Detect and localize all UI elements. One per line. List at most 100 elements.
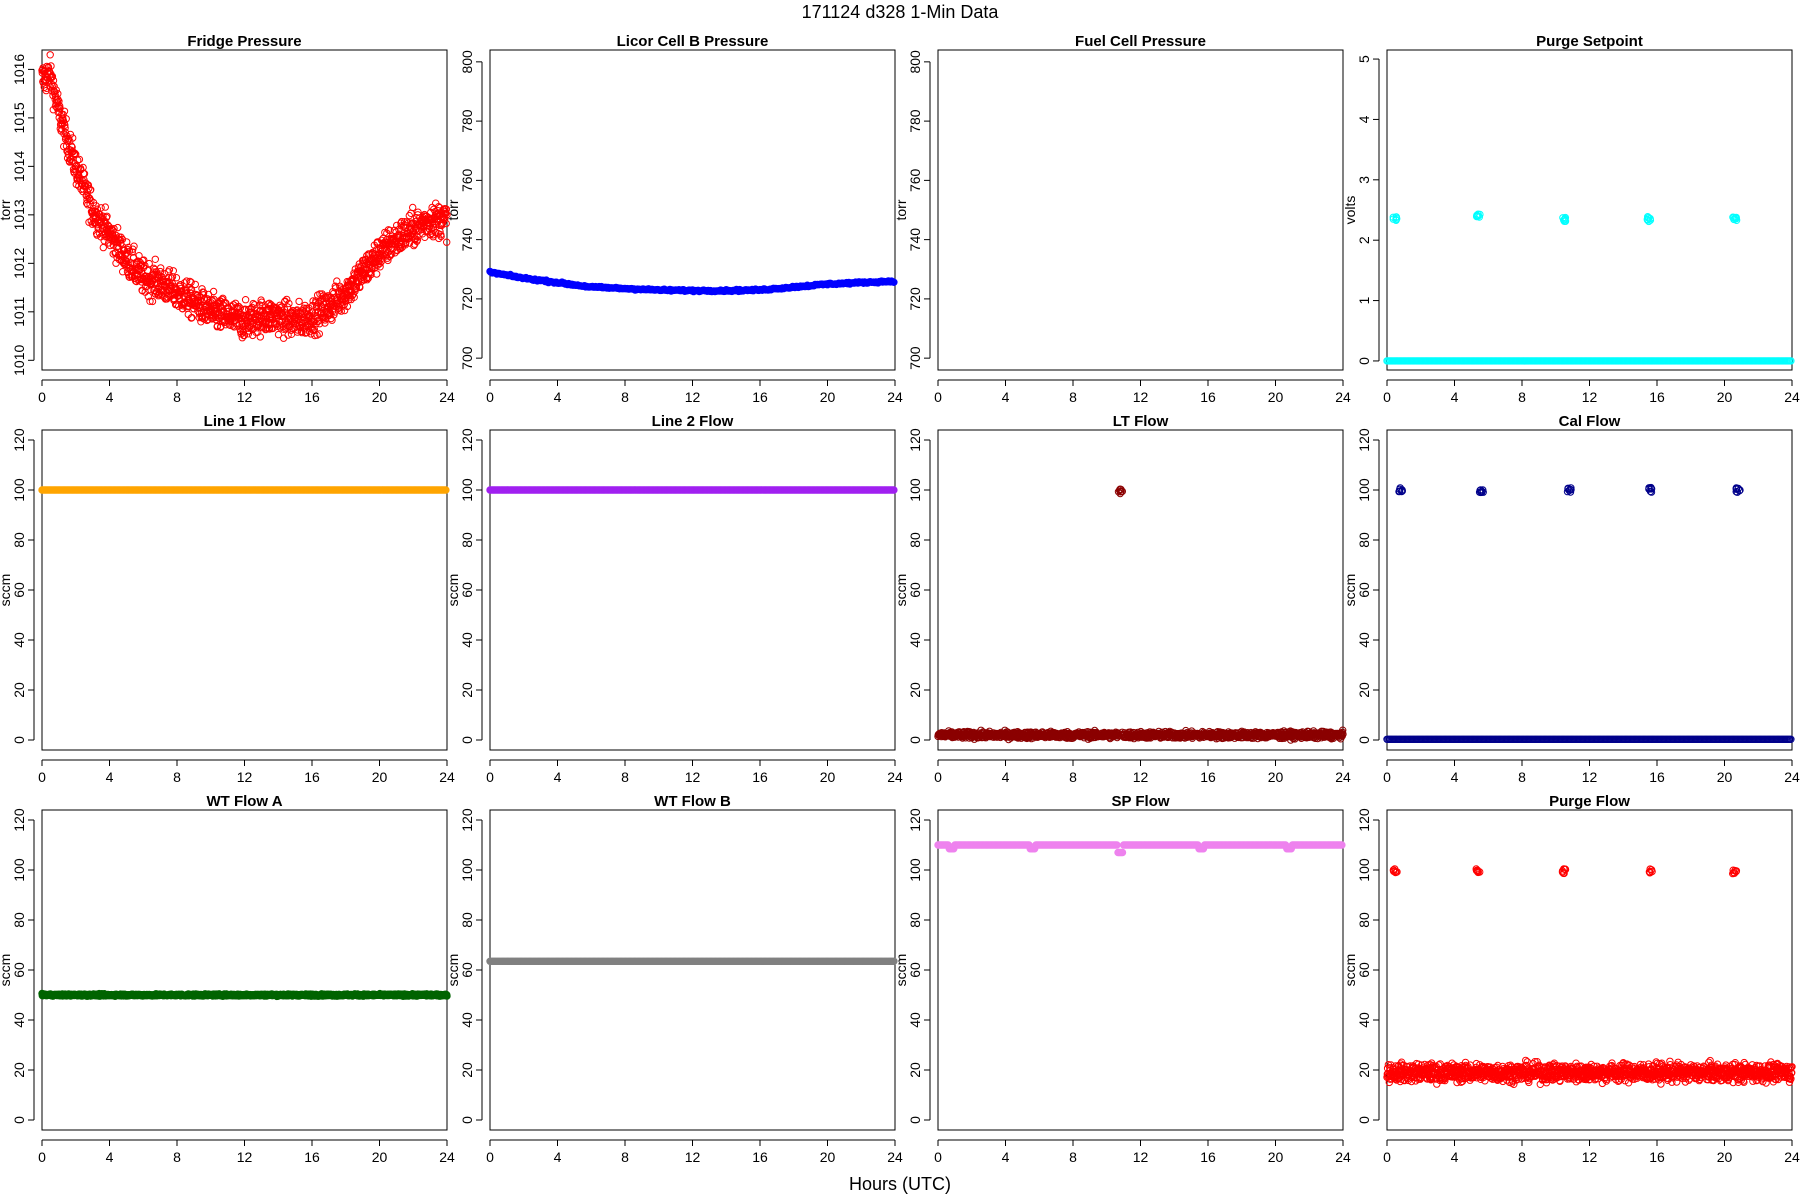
- x-tick-label: 20: [1268, 389, 1284, 405]
- data-point: [99, 243, 108, 252]
- data-point: [55, 108, 64, 116]
- y-tick-label: 80: [11, 532, 27, 548]
- data-point: [404, 219, 412, 227]
- data-point: [71, 149, 79, 158]
- x-tick-label: 4: [106, 769, 114, 785]
- y-tick-label: 800: [907, 50, 923, 74]
- data-point: [148, 297, 157, 306]
- y-tick-label: 1: [1356, 296, 1372, 304]
- figure-title: 171124 d328 1-Min Data: [802, 2, 1000, 22]
- data-point: [295, 297, 303, 306]
- data-point: [60, 107, 69, 116]
- x-tick-label: 20: [372, 769, 388, 785]
- panel-title: Line 1 Flow: [204, 413, 286, 430]
- x-tick-label: 24: [887, 769, 903, 785]
- x-tick-label: 4: [1451, 389, 1459, 405]
- y-tick-label: 120: [11, 428, 27, 452]
- y-tick-label: 40: [907, 632, 923, 648]
- x-tick-label: 24: [439, 389, 455, 405]
- panel-title: Purge Setpoint: [1536, 33, 1643, 50]
- x-tick-label: 12: [685, 389, 701, 405]
- x-tick-label: 0: [38, 769, 46, 785]
- plot-frame: [1386, 49, 1793, 371]
- x-tick-label: 0: [1383, 769, 1391, 785]
- data-point: [151, 255, 160, 263]
- data-point: [146, 297, 154, 305]
- data-point: [87, 186, 95, 194]
- data-point: [80, 170, 89, 178]
- data-point: [241, 296, 250, 304]
- y-tick-label: 760: [459, 168, 475, 192]
- plot-frame: [937, 49, 1344, 371]
- y-tick-label: 40: [1356, 632, 1372, 648]
- x-tick-label: 0: [486, 769, 494, 785]
- y-tick-label: 1013: [11, 199, 27, 230]
- data-point: [64, 147, 72, 155]
- y-tick-label: 120: [459, 428, 475, 452]
- x-tick-label: 20: [1717, 389, 1733, 405]
- x-tick-label: 4: [106, 389, 114, 405]
- plot-frame: [1386, 429, 1793, 751]
- y-tick-label: 780: [907, 109, 923, 133]
- x-tick-label: 8: [621, 389, 629, 405]
- x-tick-label: 8: [1518, 389, 1526, 405]
- data-point: [258, 298, 266, 306]
- data-points: [38, 486, 450, 494]
- data-point: [405, 211, 413, 220]
- y-tick-label: 60: [1356, 582, 1372, 598]
- x-tick-label: 8: [173, 389, 181, 405]
- x-tick-label: 16: [1200, 769, 1216, 785]
- data-point: [198, 314, 207, 322]
- y-tick-label: 5: [1356, 55, 1372, 63]
- plot-frame: [937, 429, 1344, 751]
- y-tick-label: 0: [1356, 357, 1372, 365]
- data-point: [182, 277, 191, 285]
- data-point: [326, 309, 334, 317]
- x-tick-label: 16: [1200, 389, 1216, 405]
- y-tick-label: 780: [459, 109, 475, 133]
- data-points: [486, 267, 898, 296]
- data-point: [337, 307, 345, 315]
- y-tick-label: 20: [11, 682, 27, 698]
- x-tick-label: 0: [486, 389, 494, 405]
- x-tick-label: 16: [752, 769, 768, 785]
- x-tick-label: 16: [1649, 389, 1665, 405]
- data-point: [373, 270, 381, 278]
- data-point: [68, 143, 76, 151]
- y-tick-label: 1010: [11, 345, 27, 376]
- y-tick-label: 1015: [11, 102, 27, 133]
- data-point: [135, 252, 143, 260]
- y-tick-label: 1016: [11, 54, 27, 85]
- data-point: [236, 304, 245, 312]
- data-points: [486, 486, 898, 494]
- y-tick-label: 60: [907, 582, 923, 598]
- data-point: [124, 243, 133, 252]
- x-tick-label: 20: [1717, 769, 1733, 785]
- y-tick-label: 20: [1356, 682, 1372, 698]
- y-tick-label: 100: [1356, 478, 1372, 502]
- data-point: [890, 278, 898, 286]
- panel-title: Licor Cell B Pressure: [617, 33, 769, 50]
- y-tick-label: 0: [459, 736, 475, 744]
- data-point: [288, 308, 296, 316]
- data-point: [208, 315, 216, 323]
- y-tick-label: 1011: [11, 297, 27, 327]
- data-point: [240, 331, 249, 339]
- x-tick-label: 0: [934, 389, 942, 405]
- x-tick-label: 4: [554, 389, 562, 405]
- data-points: [1383, 210, 1795, 365]
- panel-title: Cal Flow: [1559, 413, 1621, 430]
- y-tick-label: 100: [907, 478, 923, 502]
- x-tick-label: 8: [621, 769, 629, 785]
- data-point: [209, 287, 218, 296]
- data-point: [234, 302, 243, 311]
- y-tick-label: 120: [907, 428, 923, 452]
- data-point: [409, 203, 417, 212]
- y-tick-label: 40: [459, 632, 475, 648]
- y-tick-label: 80: [1356, 532, 1372, 548]
- data-point: [52, 86, 60, 94]
- data-point: [363, 276, 371, 284]
